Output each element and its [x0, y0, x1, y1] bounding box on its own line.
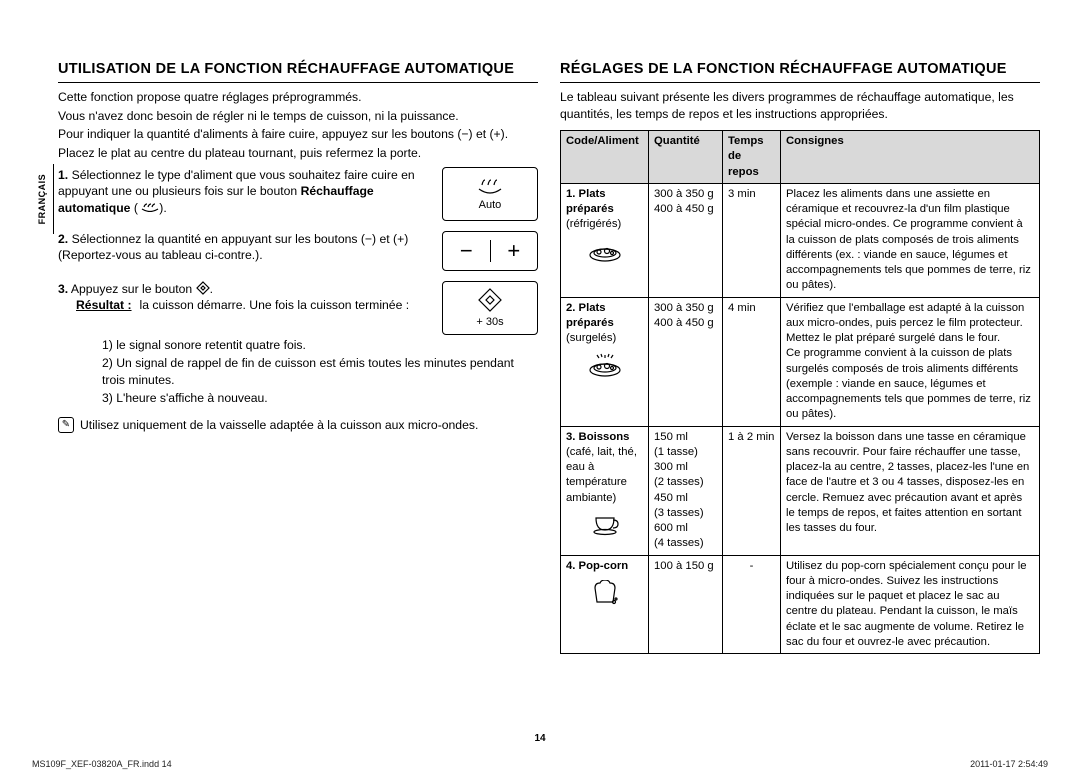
step-number: 2.: [58, 232, 68, 246]
language-label: FRANÇAIS: [36, 174, 48, 225]
cell-code: 2. Plats préparés (surgelés): [561, 297, 649, 426]
reheat-icon: [141, 200, 159, 212]
step-2-text: 2. Sélectionnez la quantité en appuyant …: [58, 231, 432, 264]
cell-time: 1 à 2 min: [723, 426, 781, 555]
cell-instr: Vérifiez que l'emballage est adapté à la…: [781, 297, 1040, 426]
cell-qty: 300 à 350 g 400 à 450 g: [649, 183, 723, 297]
steam-icon: [476, 176, 504, 196]
right-column: RÉGLAGES DE LA FONCTION RÉCHAUFFAGE AUTO…: [560, 60, 1040, 654]
cell-code: 3. Boissons (café, lait, thé, eau à temp…: [561, 426, 649, 555]
cell-qty: 150 ml (1 tasse) 300 ml (2 tasses) 450 m…: [649, 426, 723, 555]
sub-2: 2) Un signal de rappel de fin de cuisson…: [102, 355, 538, 388]
cell-time: -: [723, 555, 781, 654]
page-content: UTILISATION DE LA FONCTION RÉCHAUFFAGE A…: [58, 60, 1048, 654]
cup-icon: [566, 512, 643, 536]
cell-instr: Versez la boisson dans une tasse en céra…: [781, 426, 1040, 555]
right-heading: RÉGLAGES DE LA FONCTION RÉCHAUFFAGE AUTO…: [560, 60, 1040, 83]
note-row: ✎ Utilisez uniquement de la vaisselle ad…: [58, 417, 538, 433]
auto-label: Auto: [479, 198, 502, 213]
frozen-plate-icon: [566, 352, 643, 378]
intro-line-1: Cette fonction propose quatre réglages p…: [58, 89, 538, 105]
auto-reheat-button: Auto: [442, 167, 538, 221]
minus-icon: −: [443, 236, 490, 266]
cell-code: 1. Plats préparés (réfrigérés): [561, 183, 649, 297]
result-text: la cuisson démarre. Une fois la cuisson …: [140, 297, 410, 313]
step-3-text: 3. Appuyez sur le bouton . Résultat : la…: [58, 281, 432, 314]
cell-time: 3 min: [723, 183, 781, 297]
plus-minus-button: − +: [442, 231, 538, 271]
th-instr: Consignes: [781, 131, 1040, 184]
table-row: 4. Pop-corn 100 à 150 g - Utilisez du po…: [561, 555, 1040, 654]
page-number: 14: [0, 732, 1080, 746]
note-icon: ✎: [58, 417, 74, 433]
language-tab: FRANÇAIS: [32, 164, 54, 234]
sub-3: 3) L'heure s'affiche à nouveau.: [102, 390, 538, 406]
th-qty: Quantité: [649, 131, 723, 184]
cell-instr: Placez les aliments dans une assiette en…: [781, 183, 1040, 297]
settings-table: Code/Aliment Quantité Temps de repos Con…: [560, 130, 1040, 654]
result-label: Résultat :: [76, 297, 132, 313]
left-column: UTILISATION DE LA FONCTION RÉCHAUFFAGE A…: [58, 60, 538, 654]
intro-line-2: Vous n'avez donc besoin de régler ni le …: [58, 108, 538, 124]
plus-30s-label: + 30s: [476, 315, 503, 330]
right-intro: Le tableau suivant présente les divers p…: [560, 89, 1040, 122]
footer-filename: MS109F_XEF-03820A_FR.indd 14: [32, 758, 172, 770]
cell-qty: 100 à 150 g: [649, 555, 723, 654]
result-sublist: 1) le signal sonore retentit quatre fois…: [58, 337, 538, 407]
result-line: Résultat : la cuisson démarre. Une fois …: [58, 297, 432, 313]
intro-line-3: Pour indiquer la quantité d'aliments à f…: [58, 126, 538, 142]
intro-line-4: Placez le plat au centre du plateau tour…: [58, 145, 538, 161]
cell-qty: 300 à 350 g 400 à 450 g: [649, 297, 723, 426]
sub-1: 1) le signal sonore retentit quatre fois…: [102, 337, 538, 353]
start-30s-button: + 30s: [442, 281, 538, 335]
diamond-icon: [196, 281, 210, 295]
left-heading: UTILISATION DE LA FONCTION RÉCHAUFFAGE A…: [58, 60, 538, 83]
step-2: 2. Sélectionnez la quantité en appuyant …: [58, 231, 538, 271]
step-3: 3. Appuyez sur le bouton . Résultat : la…: [58, 281, 538, 335]
cell-code: 4. Pop-corn: [561, 555, 649, 654]
step-number: 3.: [58, 282, 68, 296]
table-row: 2. Plats préparés (surgelés) 300 à 350 g…: [561, 297, 1040, 426]
step-1-text: 1. Sélectionnez le type d'aliment que vo…: [58, 167, 432, 216]
step-1: 1. Sélectionnez le type d'aliment que vo…: [58, 167, 538, 221]
table-row: 1. Plats préparés (réfrigérés) 300 à 350…: [561, 183, 1040, 297]
th-time: Temps de repos: [723, 131, 781, 184]
cell-instr: Utilisez du pop-corn spécialement conçu …: [781, 555, 1040, 654]
step-number: 1.: [58, 168, 68, 182]
note-text: Utilisez uniquement de la vaisselle adap…: [80, 417, 478, 433]
steps-list: 1. Sélectionnez le type d'aliment que vo…: [58, 167, 538, 407]
plate-icon: [566, 239, 643, 263]
diamond-large-icon: [477, 287, 503, 313]
plus-icon: +: [491, 236, 538, 266]
cell-time: 4 min: [723, 297, 781, 426]
footer-timestamp: 2011-01-17 2:54:49: [970, 758, 1048, 770]
table-header-row: Code/Aliment Quantité Temps de repos Con…: [561, 131, 1040, 184]
th-code: Code/Aliment: [561, 131, 649, 184]
popcorn-icon: [566, 580, 643, 606]
table-row: 3. Boissons (café, lait, thé, eau à temp…: [561, 426, 1040, 555]
